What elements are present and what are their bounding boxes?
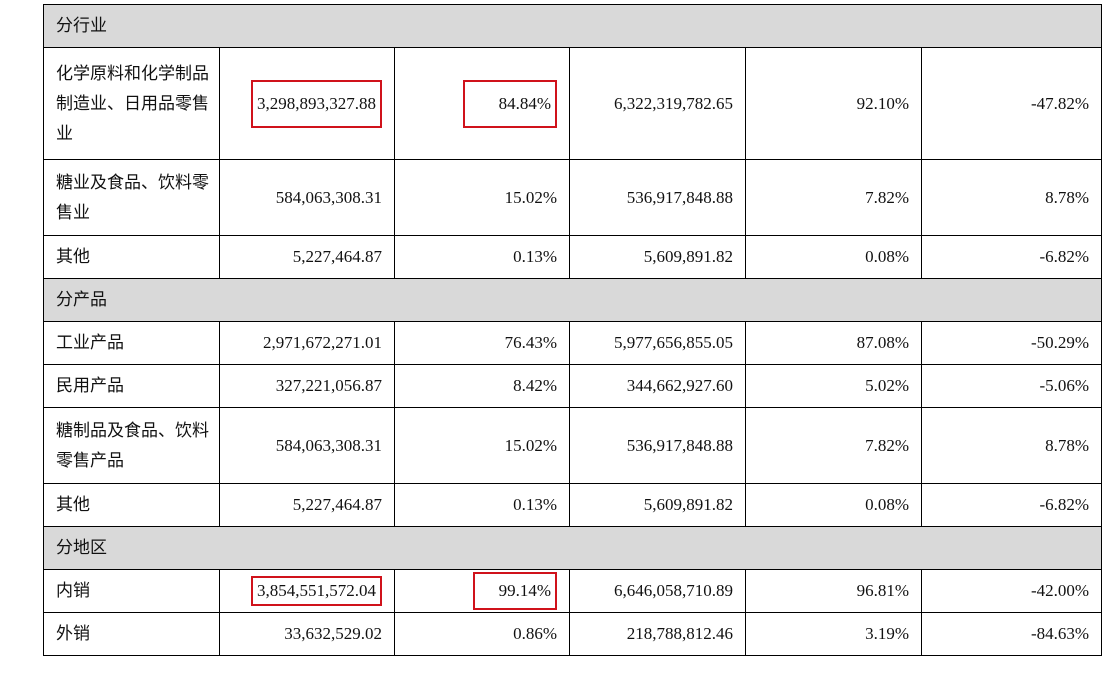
ratio-cell-highlighted: 84.84% <box>462 79 557 128</box>
change-cell: -42.00% <box>920 569 1103 613</box>
prior-amount-cell: 218,788,812.46 <box>569 612 746 656</box>
amount-cell: 33,632,529.02 <box>219 612 395 656</box>
section-title: 分行业 <box>42 4 1103 48</box>
change-cell: 8.78% <box>920 159 1103 236</box>
prior-ratio-cell: 7.82% <box>745 159 922 236</box>
change-cell: -50.29% <box>920 321 1103 365</box>
section-header-industry: 分行业 <box>42 4 1103 48</box>
prior-amount-cell: 5,609,891.82 <box>569 235 746 279</box>
section-header-product: 分产品 <box>42 278 1103 322</box>
change-cell: -6.82% <box>920 235 1103 279</box>
table-row: 糖制品及食品、饮料零售产品 584,063,308.31 15.02% 536,… <box>43 407 1103 484</box>
prior-ratio-cell: 5.02% <box>745 364 922 408</box>
prior-amount-cell: 6,646,058,710.89 <box>569 569 746 613</box>
row-label: 工业产品 <box>43 321 220 365</box>
section-header-region: 分地区 <box>42 526 1103 570</box>
ratio-cell: 0.13% <box>394 235 570 279</box>
table-row: 外销 33,632,529.02 0.86% 218,788,812.46 3.… <box>43 612 1103 656</box>
prior-amount-cell: 5,977,656,855.05 <box>569 321 746 365</box>
table-row: 其他 5,227,464.87 0.13% 5,609,891.82 0.08%… <box>43 235 1103 279</box>
row-label: 糖业及食品、饮料零售业 <box>43 159 220 236</box>
change-cell: -84.63% <box>920 612 1103 656</box>
table-row: 糖业及食品、饮料零售业 584,063,308.31 15.02% 536,91… <box>43 159 1103 236</box>
prior-ratio-cell: 92.10% <box>745 47 922 160</box>
amount-cell: 2,971,672,271.01 <box>219 321 395 365</box>
row-label: 化学原料和化学制品制造业、日用品零售业 <box>43 47 220 160</box>
prior-ratio-cell: 3.19% <box>745 612 922 656</box>
change-cell: -5.06% <box>920 364 1103 408</box>
table-row: 工业产品 2,971,672,271.01 76.43% 5,977,656,8… <box>43 321 1103 365</box>
change-cell: 8.78% <box>920 407 1103 484</box>
prior-amount-cell: 344,662,927.60 <box>569 364 746 408</box>
prior-ratio-cell: 87.08% <box>745 321 922 365</box>
ratio-cell: 0.13% <box>394 483 570 527</box>
table-row: 内销 3,854,551,572.04 99.14% 6,646,058,710… <box>43 569 1103 613</box>
ratio-cell-highlighted: 99.14% <box>472 572 557 610</box>
amount-cell: 5,227,464.87 <box>219 483 395 527</box>
prior-ratio-cell: 7.82% <box>745 407 922 484</box>
ratio-cell: 15.02% <box>394 159 570 236</box>
table-row: 化学原料和化学制品制造业、日用品零售业 3,298,893,327.88 84.… <box>43 47 1103 160</box>
amount-cell-highlighted: 3,854,551,572.04 <box>251 576 382 606</box>
change-cell: -47.82% <box>920 47 1103 160</box>
row-label: 民用产品 <box>43 364 220 408</box>
ratio-cell: 76.43% <box>394 321 570 365</box>
row-label: 其他 <box>43 235 220 279</box>
prior-ratio-cell: 0.08% <box>745 235 922 279</box>
ratio-cell: 0.86% <box>394 612 570 656</box>
row-label: 其他 <box>43 483 220 527</box>
ratio-cell: 15.02% <box>394 407 570 484</box>
table-row: 民用产品 327,221,056.87 8.42% 344,662,927.60… <box>43 364 1103 408</box>
table-row: 其他 5,227,464.87 0.13% 5,609,891.82 0.08%… <box>43 483 1103 527</box>
section-title: 分地区 <box>42 526 1103 570</box>
amount-cell: 327,221,056.87 <box>219 364 395 408</box>
ratio-cell: 8.42% <box>394 364 570 408</box>
amount-cell-highlighted: 3,298,893,327.88 <box>251 79 382 128</box>
prior-amount-cell: 5,609,891.82 <box>569 483 746 527</box>
amount-cell: 5,227,464.87 <box>219 235 395 279</box>
row-label: 糖制品及食品、饮料零售产品 <box>43 407 220 484</box>
amount-cell: 584,063,308.31 <box>219 407 395 484</box>
change-cell: -6.82% <box>920 483 1103 527</box>
revenue-breakdown-table: 分行业 化学原料和化学制品制造业、日用品零售业 3,298,893,327.88… <box>42 4 1103 656</box>
prior-amount-cell: 536,917,848.88 <box>569 159 746 236</box>
prior-amount-cell: 6,322,319,782.65 <box>569 47 746 160</box>
prior-ratio-cell: 96.81% <box>745 569 922 613</box>
row-label: 内销 <box>43 569 220 613</box>
prior-ratio-cell: 0.08% <box>745 483 922 527</box>
section-title: 分产品 <box>42 278 1103 322</box>
prior-amount-cell: 536,917,848.88 <box>569 407 746 484</box>
row-label: 外销 <box>43 612 220 656</box>
amount-cell: 584,063,308.31 <box>219 159 395 236</box>
